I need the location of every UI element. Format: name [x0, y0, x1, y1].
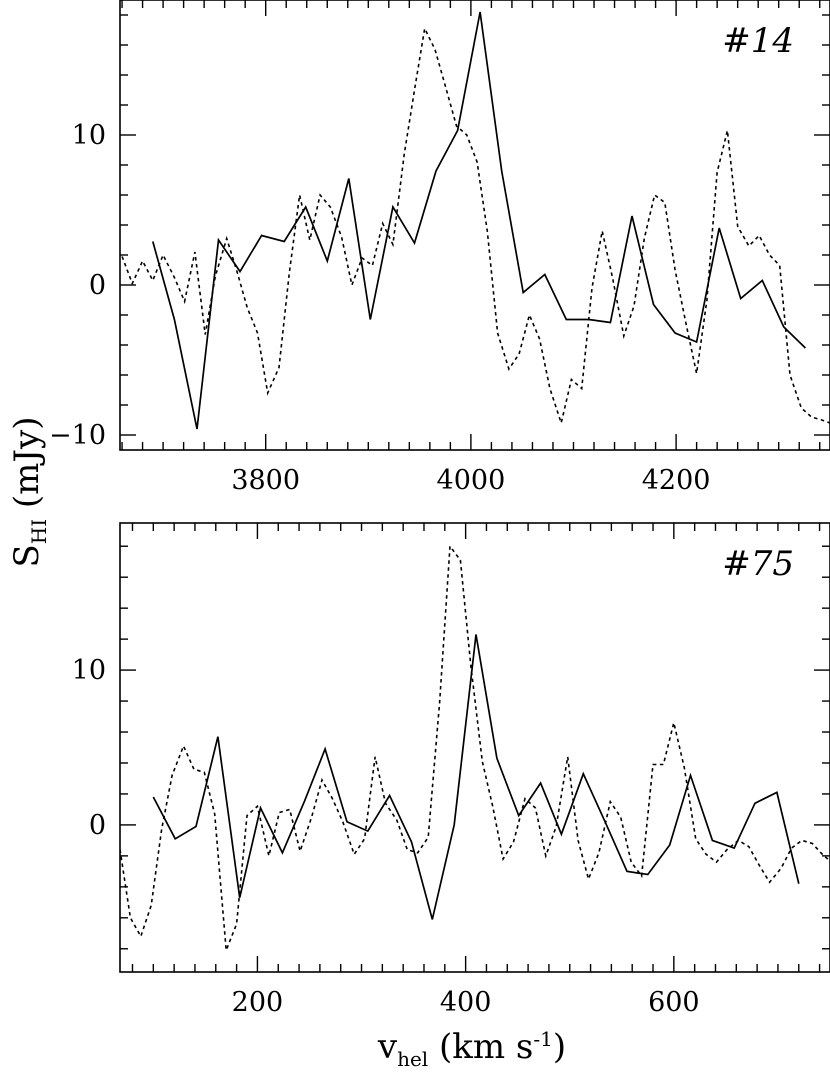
x-tick-label-4000: 4000 [437, 465, 506, 496]
y-tick-label-10: 10 [72, 655, 106, 686]
y-tick-label--10: −10 [49, 420, 106, 451]
panel-label-75: #75 [722, 544, 794, 584]
series-solid-line [152, 634, 800, 920]
x-tick-label-4200: 4200 [642, 465, 711, 496]
x-tick-label-400: 400 [440, 987, 492, 1018]
series-solid-line [151, 11, 806, 430]
series-dotted-line [121, 25, 830, 426]
panel-label-14: #14 [722, 21, 794, 61]
panel-75: 200 400 600 0 10 #75 [72, 522, 830, 1018]
y-tick-label-0: 0 [89, 270, 106, 301]
plot-frame [119, 522, 830, 973]
y-tick-label-10: 10 [72, 120, 106, 151]
x-tick-label-200: 200 [232, 987, 284, 1018]
x-tick-label-3800: 3800 [231, 465, 300, 496]
y-tick-label-0: 0 [89, 810, 106, 841]
plot-frame [119, 0, 830, 451]
panel-14: 3800 4000 4200 −10 0 10 #14 [49, 0, 830, 496]
x-tick-label-600: 600 [648, 987, 700, 1018]
y-axis-title: SHI (mJy) [7, 416, 51, 567]
series-dotted-line [120, 543, 830, 951]
x-axis-title: vhel (km s-1) [377, 1027, 566, 1071]
